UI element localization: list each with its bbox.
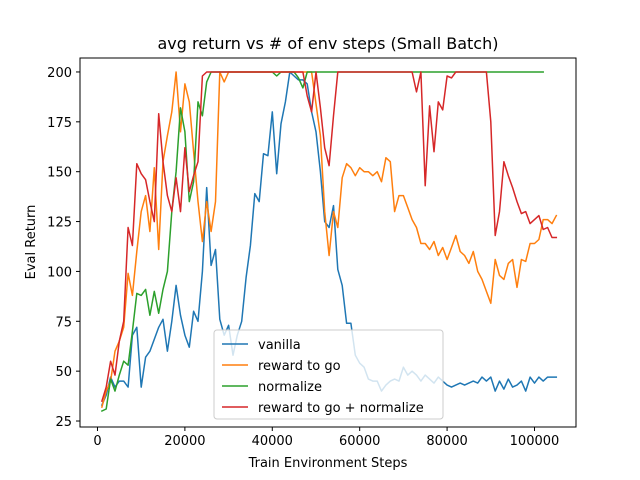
legend-box <box>213 329 444 420</box>
legend-label-1: reward to go <box>258 359 341 374</box>
y-tick-label: 175 <box>47 116 72 131</box>
series-layer <box>100 71 558 412</box>
series-line-1 <box>100 71 558 409</box>
x-tick-label: 100000 <box>510 434 560 449</box>
legend-label-0: vanilla <box>258 338 301 353</box>
chart-title: avg return vs # of env steps (Small Batc… <box>158 34 499 53</box>
legend-label-2: normalize <box>258 380 322 395</box>
x-tick-label: 0 <box>93 434 101 449</box>
x-tick-label: 20000 <box>164 434 205 449</box>
y-axis: 25 50 75 100 125 150 175 200 <box>47 66 80 430</box>
y-tick-label: 50 <box>55 365 72 380</box>
y-axis-title: Eval Return <box>24 205 39 280</box>
series-line-3 <box>100 71 558 403</box>
y-tick-label: 200 <box>47 66 72 81</box>
y-tick-label: 25 <box>55 415 72 430</box>
y-tick-label: 75 <box>55 315 72 330</box>
y-tick-label: 150 <box>47 166 72 181</box>
x-tick-label: 40000 <box>252 434 293 449</box>
x-axis: 0 20000 40000 60000 80000 100000 <box>93 427 559 449</box>
legend-label-3: reward to go + normalize <box>258 401 424 416</box>
series-line-0 <box>100 71 558 407</box>
x-tick-label: 80000 <box>426 434 467 449</box>
y-tick-label: 100 <box>47 265 72 280</box>
legend: vanilla reward to go normalize reward to go… <box>213 329 444 420</box>
y-tick-label: 125 <box>47 216 72 231</box>
x-axis-title: Train Environment Steps <box>248 456 408 471</box>
x-tick-label: 60000 <box>339 434 380 449</box>
plot-frame <box>79 57 577 428</box>
